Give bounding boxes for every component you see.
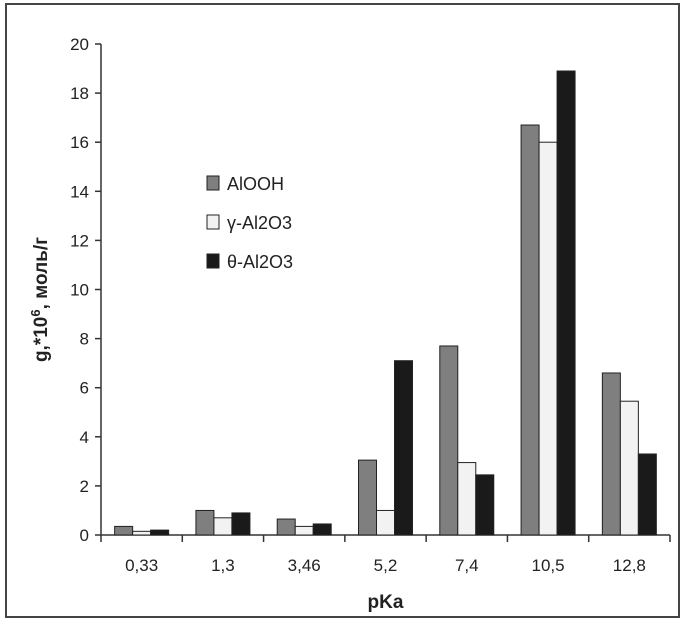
- legend-swatch: [206, 175, 220, 191]
- y-axis-title: g,*106, моль/г: [28, 237, 52, 362]
- y-axis-title-sup: 6: [28, 309, 43, 316]
- x-tick-label: 5,2: [374, 556, 398, 575]
- y-tick-label: 14: [70, 182, 89, 201]
- bar: [195, 509, 215, 536]
- y-axis-title-main: g,*10: [31, 317, 52, 362]
- x-tick-label: 7,4: [455, 556, 479, 575]
- y-axis: 0 2 4 6 8 10 12 14 16 18 20: [70, 35, 102, 545]
- legend-swatch: [206, 253, 220, 269]
- y-tick-label: 2: [80, 477, 89, 496]
- y-tick-label: 20: [70, 35, 89, 54]
- bar: [619, 400, 639, 536]
- y-tick-label: 12: [70, 231, 89, 250]
- y-tick-label: 8: [80, 330, 89, 349]
- y-tick-label: 16: [70, 133, 89, 152]
- x-axis-title: pKa: [368, 592, 404, 613]
- bar: [457, 462, 477, 536]
- bar: [312, 523, 332, 536]
- legend-label: γ-Al2O3: [227, 213, 292, 233]
- bar: [601, 372, 621, 536]
- bar: [637, 453, 657, 536]
- y-tick-label: 10: [70, 281, 89, 300]
- legend-swatch: [206, 214, 220, 230]
- y-tick-label: 18: [70, 84, 89, 103]
- legend: AlOOH γ-Al2O3 θ-Al2O3: [206, 174, 293, 272]
- bar: [520, 124, 540, 536]
- bar: [358, 459, 377, 536]
- bars: [114, 70, 657, 536]
- bar: [376, 509, 395, 536]
- y-tick-label: 0: [80, 526, 89, 545]
- bar: [439, 345, 459, 536]
- x-tick-label: 10,5: [532, 556, 565, 575]
- legend-label: θ-Al2O3: [227, 252, 293, 272]
- y-tick-label: 4: [80, 428, 89, 447]
- bar: [556, 70, 576, 536]
- y-tick-label: 6: [80, 379, 89, 398]
- bar: [231, 512, 251, 536]
- bar: [132, 530, 152, 536]
- bar: [294, 525, 314, 536]
- x-tick-label: 3,46: [288, 556, 321, 575]
- legend-label: AlOOH: [227, 174, 284, 194]
- y-axis-title-tail: , моль/г: [31, 237, 52, 310]
- bar: [150, 529, 170, 536]
- x-tick-label: 12,8: [613, 556, 646, 575]
- bar: [114, 525, 134, 536]
- bar: [394, 360, 413, 536]
- x-tick-label: 0,33: [125, 556, 158, 575]
- bar: [213, 517, 233, 536]
- x-axis: 0,33 1,3 3,46 5,2 7,4 10,5 12,8: [100, 534, 671, 575]
- x-tick-label: 1,3: [211, 556, 235, 575]
- bar: [276, 518, 296, 536]
- bar: [475, 474, 495, 536]
- bar: [538, 141, 558, 536]
